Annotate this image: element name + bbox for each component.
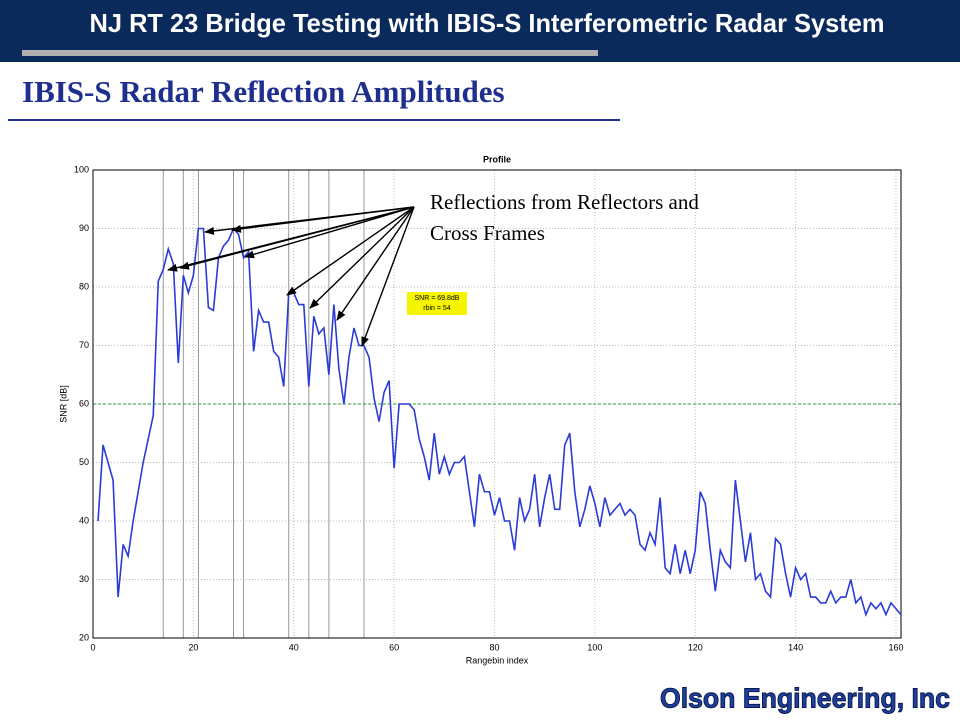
y-tick-label: 100 bbox=[74, 164, 89, 174]
annotation-arrow bbox=[309, 206, 415, 309]
y-tick-label: 80 bbox=[79, 281, 89, 291]
y-tick-label: 20 bbox=[79, 632, 89, 642]
annotation-text: Reflections from Reflectors and bbox=[430, 190, 699, 214]
x-tick-label: 100 bbox=[587, 642, 602, 652]
chart-title: Profile bbox=[483, 154, 511, 164]
annotation-box-text: SNR = 69.8dB bbox=[415, 295, 460, 302]
annotation-arrow bbox=[336, 206, 415, 321]
y-tick-label: 40 bbox=[79, 515, 89, 525]
y-tick-label: 50 bbox=[79, 457, 89, 467]
annotation-text: Cross Frames bbox=[430, 221, 545, 245]
annotation-box bbox=[407, 292, 467, 315]
y-tick-label: 30 bbox=[79, 574, 89, 584]
y-tick-label: 70 bbox=[79, 340, 89, 350]
annotation-arrow bbox=[179, 206, 415, 270]
x-tick-label: 80 bbox=[489, 642, 499, 652]
annotation-arrow bbox=[286, 206, 415, 296]
annotation-arrow bbox=[231, 206, 415, 233]
y-tick-label: 90 bbox=[79, 223, 89, 233]
x-tick-label: 20 bbox=[188, 642, 198, 652]
x-tick-label: 140 bbox=[788, 642, 803, 652]
footer: Olson Engineering, Inc bbox=[660, 682, 950, 713]
annotation-box-text: rbin = 54 bbox=[423, 305, 451, 312]
header-title: NJ RT 23 Bridge Testing with IBIS-S Inte… bbox=[90, 8, 885, 38]
x-tick-label: 120 bbox=[688, 642, 703, 652]
x-tick-label: 160 bbox=[888, 642, 903, 652]
y-axis-label: SNR [dB] bbox=[58, 385, 68, 423]
annotation-arrow bbox=[361, 206, 415, 347]
x-tick-label: 60 bbox=[389, 642, 399, 652]
header-rule bbox=[22, 50, 598, 56]
y-tick-label: 60 bbox=[79, 398, 89, 408]
subtitle: IBIS-S Radar Reflection Amplitudes bbox=[22, 74, 505, 109]
x-tick-label: 0 bbox=[90, 642, 95, 652]
x-tick-label: 40 bbox=[289, 642, 299, 652]
plot-frame bbox=[92, 169, 902, 639]
annotation-arrow bbox=[244, 206, 415, 259]
x-axis-label: Rangebin index bbox=[466, 655, 529, 665]
